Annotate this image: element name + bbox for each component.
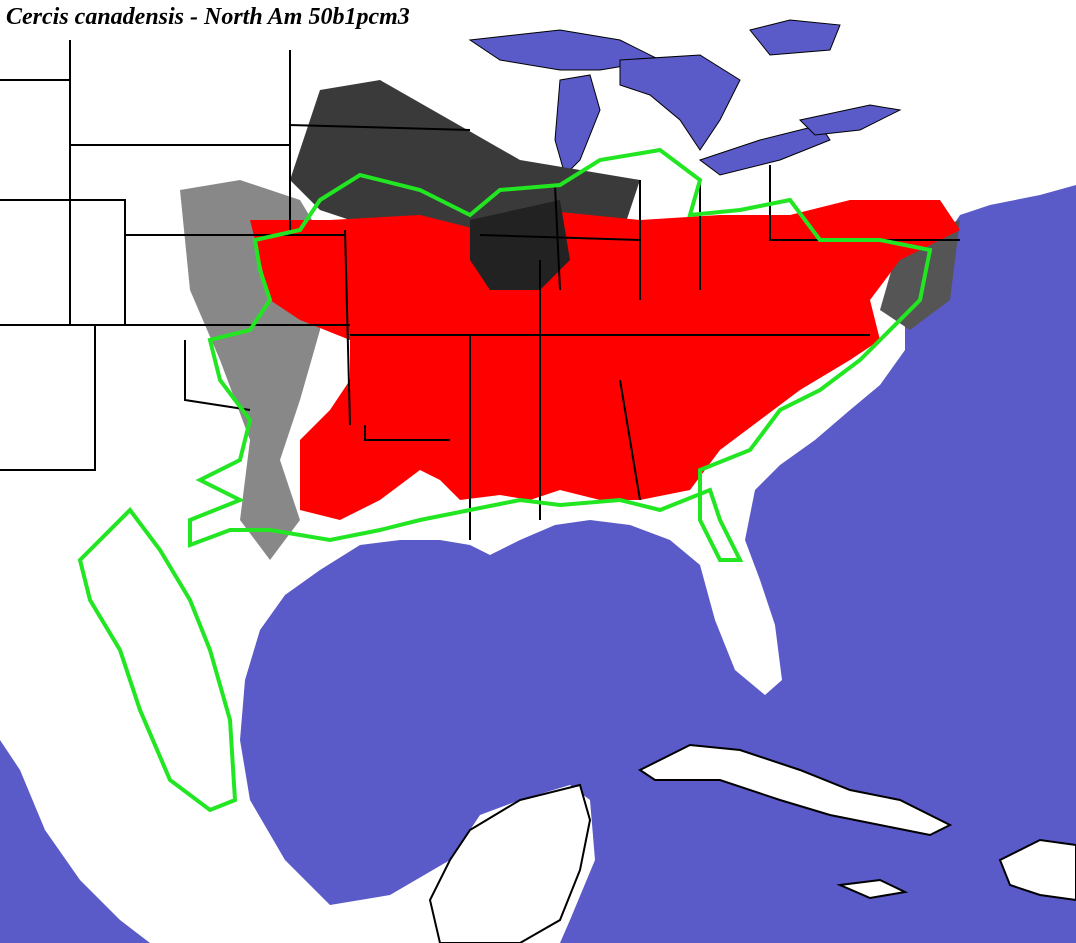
yucatan [428,783,592,943]
range-outline [77,147,933,813]
pacific [0,740,150,943]
cuba [638,743,953,837]
black-area [470,200,570,290]
jamaica [836,878,909,900]
state-borders [0,40,960,540]
hispaniola [998,838,1076,902]
ocean [240,185,1076,943]
map-title: Cercis canadensis - North Am 50b1pcm3 [6,4,410,30]
title-box [0,0,485,32]
great-lakes [468,19,902,176]
